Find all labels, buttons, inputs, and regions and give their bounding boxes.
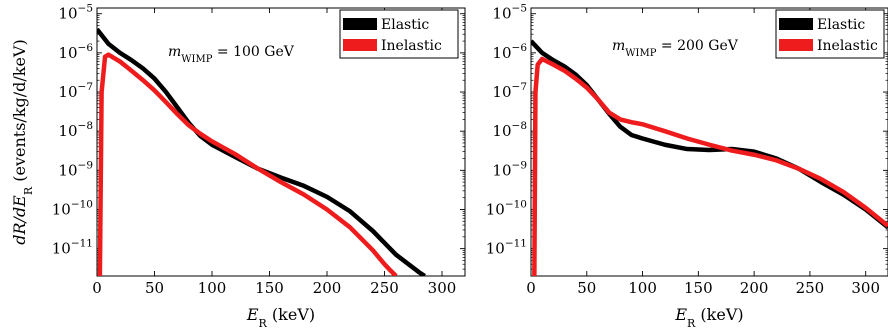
y-tick-label: 10−9 bbox=[492, 159, 527, 179]
y-tick-label: 10−9 bbox=[58, 159, 93, 179]
y-tick-label: 10−5 bbox=[58, 3, 93, 23]
y-axis-label: dR/dER (events/kg/d/keV) bbox=[10, 39, 35, 244]
y-tick-label: 10−7 bbox=[58, 81, 93, 101]
x-tick-label: 200 bbox=[313, 279, 342, 297]
y-tick-label: 10−10 bbox=[486, 198, 527, 218]
x-tick-label: 0 bbox=[526, 279, 536, 297]
x-tick-label: 250 bbox=[796, 279, 825, 297]
series-group bbox=[531, 39, 888, 276]
x-tick-label: 0 bbox=[92, 279, 102, 297]
x-axis-label: ER (keV) bbox=[674, 305, 743, 330]
legend: Elastic Inelastic bbox=[775, 9, 885, 59]
series-line-elastic bbox=[531, 39, 888, 230]
y-tick-label: 10−11 bbox=[486, 238, 527, 258]
legend-swatch-elastic bbox=[343, 18, 377, 30]
x-tick-label: 50 bbox=[577, 279, 596, 297]
x-tick-label: 150 bbox=[684, 279, 713, 297]
plot-frame bbox=[96, 7, 466, 277]
legend-swatch-inelastic bbox=[779, 39, 813, 51]
y-tick-label: 10−11 bbox=[52, 238, 93, 258]
x-tick-label: 200 bbox=[740, 279, 769, 297]
legend-label-elastic: Elastic bbox=[817, 17, 865, 33]
y-tick-label: 10−8 bbox=[58, 120, 93, 140]
x-tick-label: 250 bbox=[370, 279, 399, 297]
legend-swatch-inelastic bbox=[343, 39, 377, 51]
chart-panel-right: 10−11 10−10 10−9 10−8 10−7 10−6 10−5 0 50 100 150 2… bbox=[486, 3, 888, 330]
mass-annotation: mWIMP = 200 GeV bbox=[612, 38, 739, 59]
series-group bbox=[97, 27, 426, 276]
x-tick-label: 100 bbox=[628, 279, 657, 297]
plot-frame bbox=[530, 7, 888, 277]
x-tick-label: 300 bbox=[851, 279, 880, 297]
x-tick-label: 50 bbox=[145, 279, 164, 297]
y-tick-label: 10−7 bbox=[492, 81, 527, 101]
mass-annotation: mWIMP = 100 GeV bbox=[168, 44, 295, 65]
legend-swatch-elastic bbox=[779, 18, 813, 30]
x-axis-label: ER (keV) bbox=[246, 305, 315, 330]
legend-label-elastic: Elastic bbox=[381, 17, 429, 33]
series-line-inelastic bbox=[532, 56, 888, 276]
y-tick-label: 10−6 bbox=[492, 42, 527, 62]
x-tick-label: 100 bbox=[198, 279, 227, 297]
chart-panel-left: 10−11 10−10 10−9 10−8 10−7 10−6 10−5 0 50 100 150 2… bbox=[10, 3, 466, 330]
series-line-inelastic bbox=[97, 52, 398, 276]
legend-label-inelastic: Inelastic bbox=[381, 38, 442, 54]
legend: Elastic Inelastic bbox=[339, 9, 459, 59]
legend-label-inelastic: Inelastic bbox=[817, 38, 878, 54]
x-tick-label: 150 bbox=[255, 279, 284, 297]
y-tick-label: 10−8 bbox=[492, 120, 527, 140]
y-tick-label: 10−5 bbox=[492, 3, 527, 23]
y-tick-label: 10−6 bbox=[58, 42, 93, 62]
x-tick-label: 300 bbox=[428, 279, 457, 297]
y-tick-label: 10−10 bbox=[52, 198, 93, 218]
series-line-elastic bbox=[97, 27, 426, 276]
